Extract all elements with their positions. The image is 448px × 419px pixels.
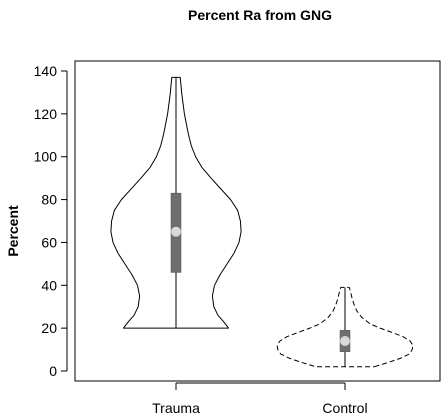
violin-median-point	[171, 226, 181, 237]
x-tick-label: Control	[322, 400, 367, 416]
violin-control	[276, 286, 414, 368]
y-axis: 0 20 40 60 80 100 120 140	[34, 63, 68, 379]
y-tick-label: 140	[34, 63, 58, 79]
y-tick-label: 120	[34, 106, 58, 122]
y-tick-label: 0	[49, 363, 57, 379]
violins	[110, 76, 414, 368]
chart-title: Percent Ra from GNG	[188, 7, 332, 23]
violin-outline	[110, 76, 242, 329]
y-tick-label: 40	[41, 277, 57, 293]
violin-trauma	[110, 76, 242, 329]
violin-outline	[276, 286, 414, 368]
violin-median-point	[340, 336, 350, 346]
y-tick-label: 100	[34, 149, 58, 165]
x-axis: Trauma Control	[152, 382, 368, 416]
y-tick-label: 80	[41, 192, 57, 208]
y-axis-label: Percent	[5, 205, 21, 257]
y-tick-label: 20	[41, 320, 57, 336]
plot-frame	[74, 60, 441, 382]
y-tick-label: 60	[41, 234, 57, 250]
x-tick-label: Trauma	[152, 400, 200, 416]
